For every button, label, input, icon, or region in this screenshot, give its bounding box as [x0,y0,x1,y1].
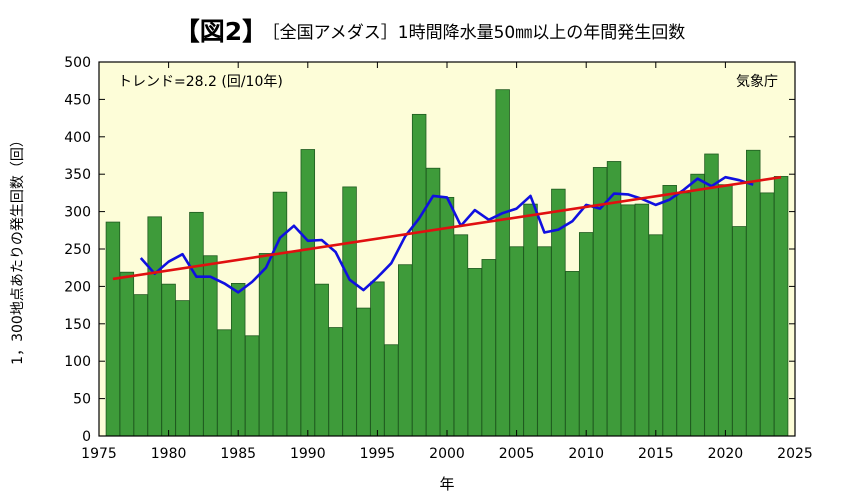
y-tick-label: 150 [64,317,91,333]
x-tick-label: 2020 [708,446,744,462]
x-tick-label: 1975 [81,446,117,462]
bar-1993 [342,186,357,437]
y-tick-label: 250 [64,242,91,258]
trend-line [112,175,782,281]
bar-2015 [648,234,664,437]
bar-1992 [328,327,343,437]
bar-1986 [244,335,260,437]
y-tick-label: 300 [64,205,91,221]
bar-2009 [565,271,580,437]
bar-2001 [453,234,469,437]
bar-1991 [314,283,329,437]
bar-2021 [732,226,747,437]
bar-1979 [147,216,162,437]
chart-title: 【図2】 ［全国アメダス］1時間降水量50㎜以上の年間発生回数 [0,12,860,48]
bar-1994 [356,307,371,437]
bar-1977 [119,271,135,437]
bar-1988 [272,191,288,437]
bar-2013 [620,204,636,437]
bar-1978 [133,294,148,437]
bar-1980 [161,283,176,437]
bar-1990 [300,149,316,437]
title-text: ［全国アメダス］1時間降水量50㎜以上の年間発生回数 [271,22,686,43]
bar-2000 [439,196,455,437]
bar-2005 [509,246,524,437]
bar-1981 [175,300,190,437]
bar-1985 [230,283,246,437]
x-tick-label: 1985 [220,446,256,462]
bar-1997 [398,264,413,437]
y-tick-label: 200 [64,279,91,295]
y-tick-label: 400 [64,130,91,146]
bar-2024 [773,176,789,437]
x-tick-label: 2025 [777,446,813,462]
bar-2002 [467,268,483,437]
bar-1989 [286,250,302,437]
x-tick-label: 1995 [360,446,396,462]
bar-2018 [690,173,705,437]
bar-1983 [203,255,218,437]
x-tick-label: 2005 [499,446,535,462]
moving-average-line [139,175,754,294]
bar-2020 [718,184,733,437]
bar-1976 [105,221,121,437]
bar-2022 [746,149,761,437]
trend-annotation: トレンド=28.2 (回/10年) [118,74,283,90]
y-tick-label: 350 [64,167,91,183]
bar-2006 [523,203,538,437]
y-axis-label: 1，300地点あたりの発生回数（回） [10,133,26,365]
bar-2023 [759,192,775,437]
bar-2019 [704,153,719,437]
bar-1996 [384,344,399,437]
bar-1998 [411,113,427,437]
bar-2017 [676,192,691,437]
x-tick-label: 2010 [568,446,604,462]
bar-1982 [189,211,204,437]
figure-label: 【図2】 [174,17,268,46]
bar-series [105,89,789,437]
x-tick-label: 1980 [151,446,187,462]
y-tick-label: 0 [82,429,91,445]
bar-2016 [662,185,677,437]
bar-2007 [537,246,552,437]
bar-2010 [578,232,594,437]
x-tick-label: 2015 [638,446,674,462]
source-annotation: 気象庁 [736,74,778,90]
bar-1987 [258,253,274,437]
y-tick-label: 50 [73,392,91,408]
y-tick-label: 100 [64,354,91,370]
bar-1999 [425,167,441,437]
bar-1984 [217,329,232,437]
bar-2014 [634,203,650,437]
x-axis: 1975 1980 1985 1990 1995 2000 2005 2010 2015 2020… [81,62,813,462]
x-tick-label: 2000 [429,446,465,462]
y-axis: 0 50 100 150 200 250 300 350 400 450 500 [64,55,795,445]
y-tick-label: 450 [64,92,91,108]
bar-1995 [370,281,385,437]
x-tick-label: 1990 [290,446,326,462]
bar-2004 [495,89,510,437]
y-tick-label: 500 [64,55,91,71]
bar-2003 [481,259,496,437]
x-axis-label: 年 [439,475,454,493]
